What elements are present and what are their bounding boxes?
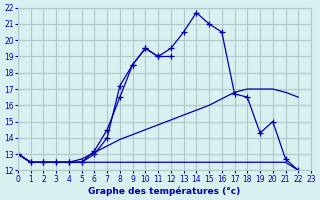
X-axis label: Graphe des températures (°c): Graphe des températures (°c) bbox=[88, 186, 241, 196]
